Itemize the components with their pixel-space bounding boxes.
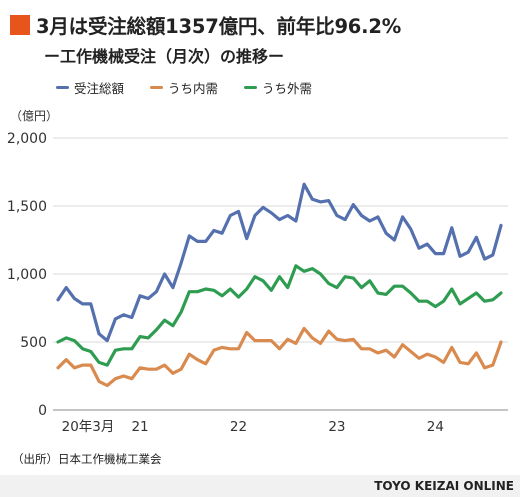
footer-bar: TOYO KEIZAI ONLINE	[0, 475, 520, 497]
chart-subtitle: ー工作機械受注（月次）の推移ー	[44, 47, 285, 66]
legend-label-overseas: うち外需	[262, 81, 313, 96]
x-tick-label: 23	[328, 419, 345, 435]
y-tick-label: 2,000	[7, 131, 47, 147]
series-line-overseas	[56, 264, 503, 367]
x-tick-label: 21	[131, 419, 148, 435]
y-tick-label: 500	[20, 335, 47, 351]
legend-item-domestic: うち内需	[150, 78, 218, 97]
legend-label-total: 受注総額	[74, 81, 125, 96]
series-line-total	[56, 182, 503, 343]
chart-legend: 受注総額 うち内需 うち外需	[56, 78, 338, 97]
series-line-domestic	[56, 326, 503, 388]
legend-swatch-overseas	[244, 86, 258, 89]
y-tick-label: 0	[38, 403, 47, 419]
x-tick-label: 20年3月	[62, 419, 115, 435]
legend-item-overseas: うち外需	[244, 78, 312, 97]
legend-swatch-domestic	[150, 86, 164, 89]
y-axis-unit-label: （億円）	[10, 109, 58, 123]
x-tick-label: 24	[427, 419, 444, 435]
legend-item-total: 受注総額	[56, 78, 124, 97]
y-tick-label: 1,000	[7, 267, 47, 283]
legend-swatch-total	[56, 86, 69, 89]
title-row: 3月は受注総額1357億円、前年比96.2%	[10, 10, 401, 39]
source-note: （出所）日本工作機械工業会	[12, 452, 162, 466]
x-tick-label: 22	[230, 419, 247, 435]
brand-logo-text: TOYO KEIZAI ONLINE	[374, 479, 514, 493]
y-tick-label: 1,500	[7, 199, 47, 215]
legend-label-domestic: うち内需	[168, 81, 219, 96]
chart-title: 3月は受注総額1357億円、前年比96.2%	[36, 15, 402, 38]
title-accent-square	[10, 14, 30, 35]
